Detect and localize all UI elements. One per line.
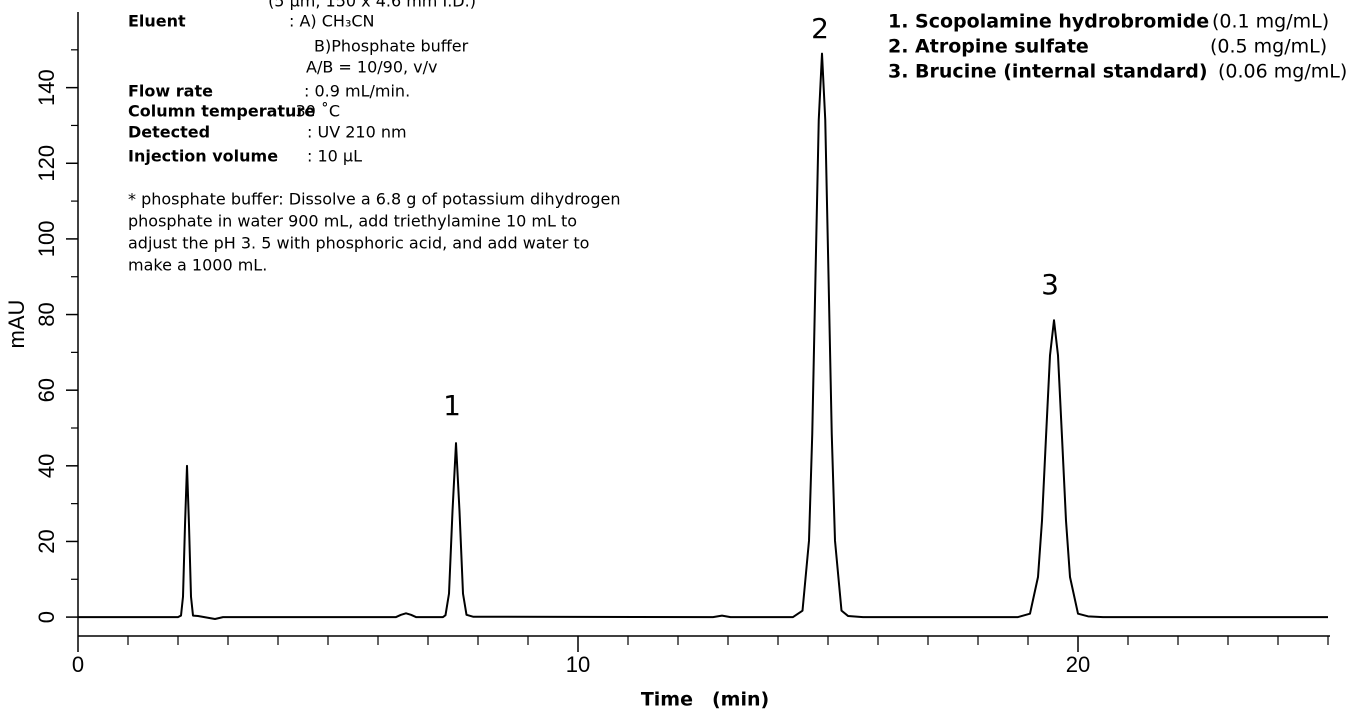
x-axis-label: Time (min) <box>641 689 769 711</box>
conditions-header: (5 μm, 150 x 4.6 mm I.D.) <box>268 0 476 11</box>
chromatogram-trace <box>78 52 1328 620</box>
condition-label: Eluent <box>128 12 186 31</box>
x-tick-label: 0 <box>72 652 84 677</box>
note-line: make a 1000 mL. <box>128 256 267 275</box>
note-line: adjust the pH 3. 5 with phosphoric acid,… <box>128 234 589 253</box>
legend-name: 2. Atropine sulfate <box>888 36 1089 58</box>
condition-label: Flow rate <box>128 82 213 101</box>
peak-label: 2 <box>811 12 829 45</box>
y-tick-label: 140 <box>34 69 59 106</box>
condition-value: : UV 210 nm <box>307 123 407 142</box>
y-tick-label: 0 <box>34 611 59 623</box>
peak-label: 3 <box>1041 268 1059 301</box>
condition-value: B)Phosphate buffer <box>314 37 469 56</box>
condition-value: A/B = 10/90, v/v <box>306 58 438 77</box>
legend-name: 3. Brucine (internal standard) <box>888 61 1208 83</box>
y-tick-label: 100 <box>34 221 59 258</box>
y-tick-label: 20 <box>34 529 59 553</box>
y-tick-label: 60 <box>34 378 59 402</box>
condition-label: Injection volume <box>128 147 278 166</box>
x-tick-label: 10 <box>566 652 590 677</box>
legend-amount: (0.5 mg/mL) <box>1210 36 1327 58</box>
y-tick-label: 80 <box>34 302 59 326</box>
condition-value: : 10 µL <box>307 147 362 166</box>
note-line: * phosphate buffer: Dissolve a 6.8 g of … <box>128 190 620 209</box>
peak-label: 1 <box>443 389 461 422</box>
condition-value: : 0.9 mL/min. <box>304 82 410 101</box>
note-line: phosphate in water 900 mL, add triethyla… <box>128 212 577 231</box>
x-tick-label: 20 <box>1066 652 1090 677</box>
y-axis-label: mAU <box>4 300 29 349</box>
condition-value: : A) CH₃CN <box>289 12 375 31</box>
y-tick-label: 120 <box>34 145 59 182</box>
legend-amount: (0.06 mg/mL) <box>1218 61 1347 83</box>
legend-name: 1. Scopolamine hydrobromide <box>888 11 1209 33</box>
legend-amount: (0.1 mg/mL) <box>1212 11 1329 33</box>
condition-label: Column temperature <box>128 102 315 121</box>
condition-label: Detected <box>128 123 210 142</box>
y-tick-label: 40 <box>34 454 59 478</box>
condition-value: : 30 ˚C <box>285 102 340 121</box>
